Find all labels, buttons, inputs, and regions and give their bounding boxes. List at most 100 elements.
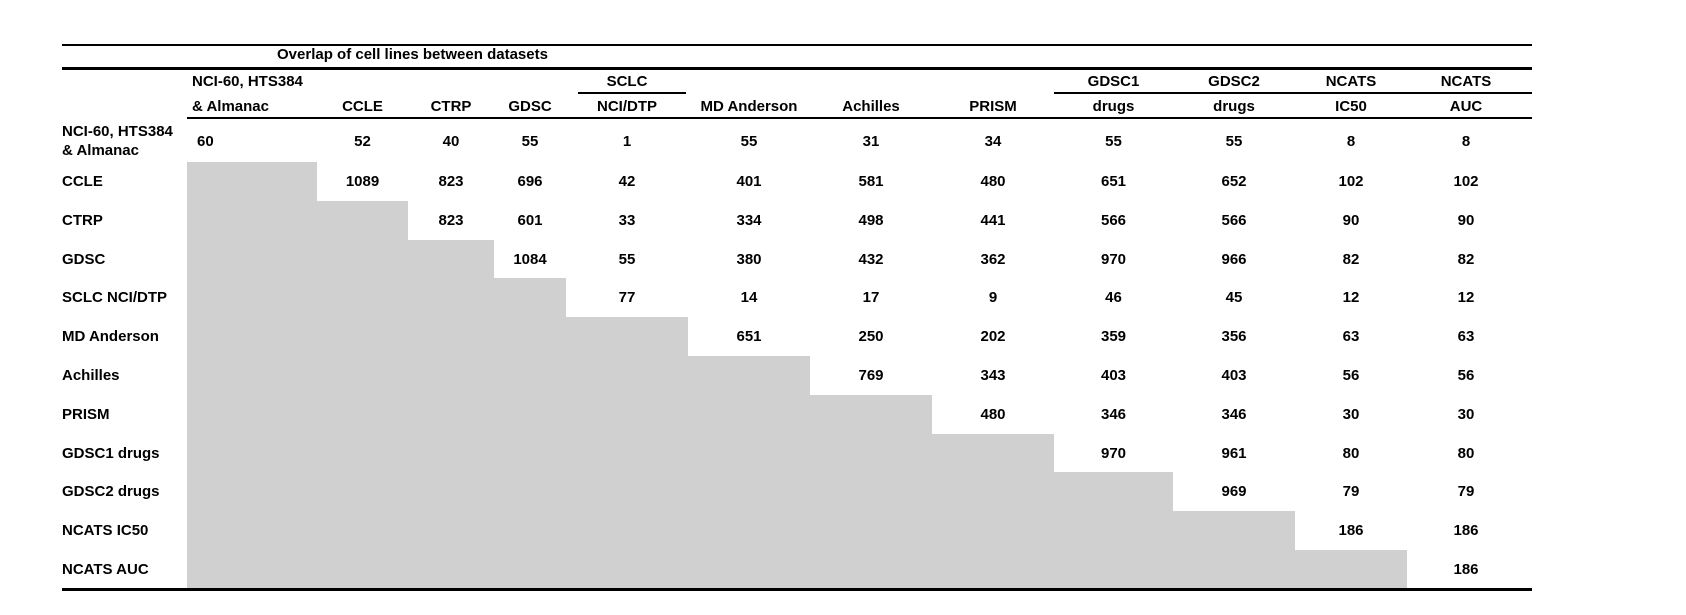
row-label-line: MD Anderson bbox=[62, 328, 159, 345]
matrix-cell: 102 bbox=[1338, 173, 1364, 190]
row-label-line: SCLC NCI/DTP bbox=[62, 289, 167, 306]
matrix-cell: 601 bbox=[517, 212, 543, 229]
column-header-bottom: IC50 bbox=[1335, 98, 1367, 115]
shade-block bbox=[187, 472, 1173, 511]
matrix-cell: 652 bbox=[1221, 173, 1247, 190]
shade-block bbox=[187, 317, 688, 356]
shade-block bbox=[187, 434, 1054, 472]
matrix-cell: 969 bbox=[1221, 483, 1247, 500]
matrix-cell: 55 bbox=[1105, 132, 1122, 150]
matrix-cell: 403 bbox=[1221, 367, 1247, 384]
table-title: Overlap of cell lines between datasets bbox=[277, 46, 548, 63]
matrix-cell: 46 bbox=[1105, 289, 1122, 306]
row-label-line: GDSC2 drugs bbox=[62, 483, 160, 500]
matrix-cell: 362 bbox=[980, 250, 1006, 268]
matrix-cell: 40 bbox=[442, 132, 460, 150]
row-label: PRISM bbox=[62, 395, 184, 434]
matrix-cell: 34 bbox=[984, 132, 1002, 150]
column-header-top: GDSC2 bbox=[1208, 73, 1260, 90]
matrix-cell: 82 bbox=[1457, 250, 1475, 268]
matrix-cell: 823 bbox=[438, 212, 464, 229]
matrix-cell: 346 bbox=[1100, 406, 1127, 423]
matrix-cell: 31 bbox=[862, 132, 880, 150]
matrix-cell: 966 bbox=[1221, 250, 1247, 268]
matrix-cell: 79 bbox=[1457, 483, 1475, 500]
matrix-cell: 380 bbox=[736, 250, 762, 268]
row-label-line: PRISM bbox=[62, 406, 110, 423]
matrix-cell: 55 bbox=[1225, 132, 1243, 150]
row-label-line: GDSC bbox=[62, 250, 106, 268]
column-header-bottom: GDSC bbox=[508, 98, 552, 115]
matrix-cell: 498 bbox=[858, 212, 884, 229]
row-label-line: NCI-60, HTS384 bbox=[62, 123, 173, 140]
matrix-cell: 359 bbox=[1100, 328, 1127, 345]
matrix-cell: 480 bbox=[980, 173, 1006, 190]
matrix-cell: 970 bbox=[1100, 250, 1127, 268]
matrix-cell: 55 bbox=[618, 250, 636, 268]
matrix-cell: 432 bbox=[858, 250, 884, 268]
matrix-cell: 102 bbox=[1453, 173, 1479, 190]
matrix-cell: 80 bbox=[1457, 444, 1475, 462]
column-header-bottom: MD Anderson bbox=[700, 98, 798, 115]
column-header-top: SCLC bbox=[606, 73, 648, 90]
matrix-cell: 42 bbox=[618, 173, 636, 190]
matrix-cell: 55 bbox=[521, 132, 539, 150]
matrix-cell: 1 bbox=[622, 132, 632, 150]
matrix-cell: 250 bbox=[858, 328, 884, 345]
matrix-cell: 566 bbox=[1100, 212, 1127, 229]
title-rule bbox=[62, 67, 1532, 70]
matrix-cell: 60 bbox=[197, 132, 214, 150]
column-header-bottom: drugs bbox=[1213, 98, 1255, 115]
matrix-cell: 77 bbox=[618, 289, 636, 306]
row-label-line: CCLE bbox=[62, 173, 103, 190]
column-header-bottom: drugs bbox=[1092, 98, 1135, 115]
row-label-line: NCATS AUC bbox=[62, 561, 149, 578]
matrix-cell: 90 bbox=[1342, 212, 1360, 229]
column-header-top: NCI-60, HTS384 bbox=[192, 73, 303, 90]
row-label: SCLC NCI/DTP bbox=[62, 278, 184, 317]
matrix-cell: 186 bbox=[1338, 522, 1364, 539]
row-label-line: Achilles bbox=[62, 367, 120, 384]
row-label-line: & Almanac bbox=[62, 142, 139, 159]
matrix-cell: 82 bbox=[1342, 250, 1360, 268]
column-header-bottom: CCLE bbox=[342, 98, 383, 115]
matrix-cell: 30 bbox=[1457, 406, 1475, 423]
matrix-cell: 12 bbox=[1342, 289, 1360, 306]
column-header-top: GDSC1 bbox=[1087, 73, 1140, 90]
column-header-top: NCATS bbox=[1440, 73, 1492, 90]
header-rule bbox=[187, 117, 1532, 119]
matrix-cell: 79 bbox=[1342, 483, 1360, 500]
column-header-bottom: AUC bbox=[1449, 98, 1483, 115]
matrix-cell: 1084 bbox=[513, 250, 547, 268]
column-header-bottom: Achilles bbox=[842, 98, 900, 115]
matrix-cell: 30 bbox=[1342, 406, 1360, 423]
matrix-cell: 334 bbox=[736, 212, 762, 229]
matrix-cell: 186 bbox=[1453, 561, 1479, 578]
header-group-underline bbox=[1054, 92, 1532, 94]
matrix-cell: 961 bbox=[1221, 444, 1247, 462]
shade-block bbox=[187, 356, 810, 395]
row-label-line: CTRP bbox=[62, 212, 103, 229]
matrix-cell: 17 bbox=[862, 289, 880, 306]
matrix-cell: 566 bbox=[1221, 212, 1247, 229]
row-label: Achilles bbox=[62, 356, 184, 395]
row-label: NCATS AUC bbox=[62, 550, 184, 589]
shade-block bbox=[187, 511, 1295, 550]
matrix-cell: 343 bbox=[980, 367, 1006, 384]
matrix-cell: 823 bbox=[438, 173, 464, 190]
matrix-cell: 403 bbox=[1100, 367, 1127, 384]
matrix-cell: 441 bbox=[980, 212, 1006, 229]
table-bottom-rule bbox=[62, 588, 1532, 591]
matrix-cell: 45 bbox=[1225, 289, 1243, 306]
matrix-cell: 202 bbox=[980, 328, 1006, 345]
matrix-cell: 696 bbox=[517, 173, 543, 190]
matrix-cell: 401 bbox=[736, 173, 762, 190]
matrix-cell: 8 bbox=[1346, 132, 1356, 150]
column-header-bottom: CTRP bbox=[430, 98, 472, 115]
column-header-bottom: NCI/DTP bbox=[597, 98, 657, 115]
matrix-cell: 80 bbox=[1342, 444, 1360, 462]
matrix-cell: 52 bbox=[354, 132, 371, 150]
matrix-cell: 56 bbox=[1457, 367, 1475, 384]
row-label: GDSC bbox=[62, 240, 184, 278]
